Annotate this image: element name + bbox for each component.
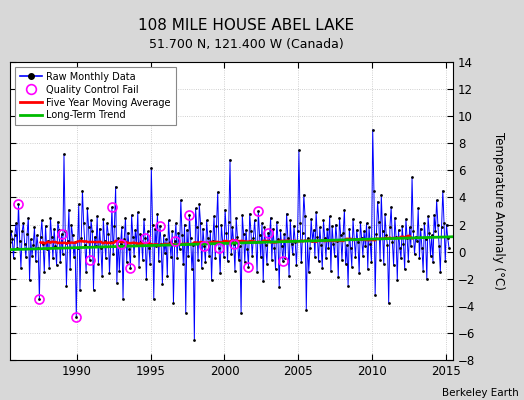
Text: 108 MILE HOUSE ABEL LAKE: 108 MILE HOUSE ABEL LAKE: [138, 18, 354, 33]
Text: Berkeley Earth: Berkeley Earth: [442, 388, 519, 398]
Text: 51.700 N, 121.400 W (Canada): 51.700 N, 121.400 W (Canada): [149, 38, 344, 51]
Y-axis label: Temperature Anomaly (°C): Temperature Anomaly (°C): [492, 132, 505, 290]
Legend: Raw Monthly Data, Quality Control Fail, Five Year Moving Average, Long-Term Tren: Raw Monthly Data, Quality Control Fail, …: [15, 67, 176, 125]
